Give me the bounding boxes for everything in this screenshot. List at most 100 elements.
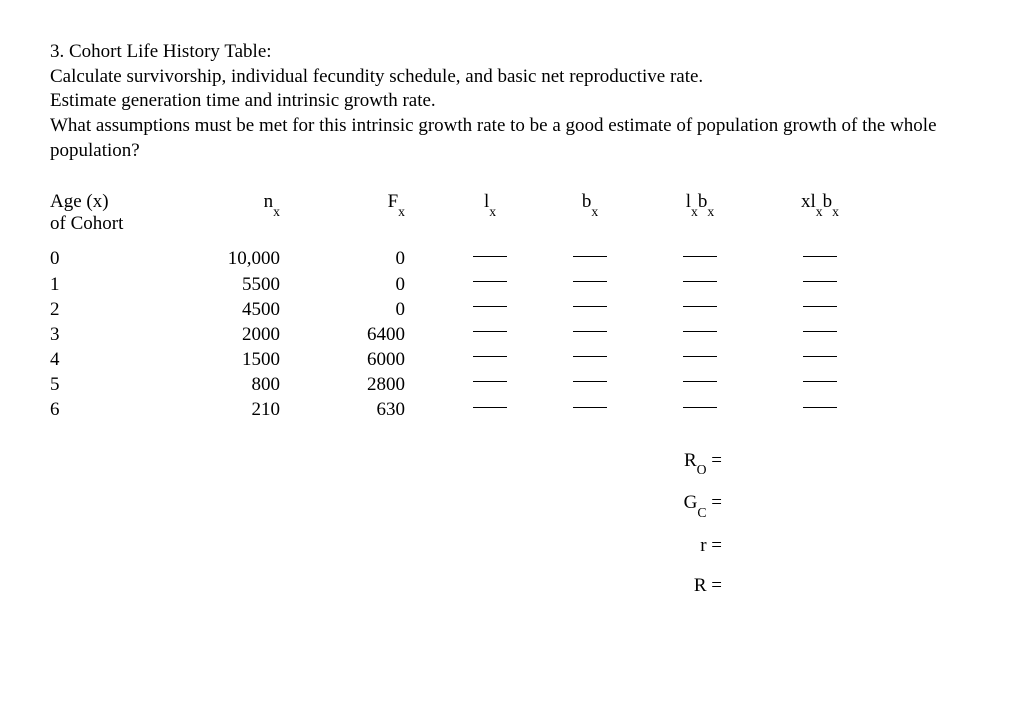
table-cell-lx bbox=[450, 373, 550, 398]
table-cell-xlxbx bbox=[770, 247, 890, 272]
blank-icon bbox=[473, 281, 507, 282]
col-header-lx: lx bbox=[450, 191, 550, 247]
blank-icon bbox=[473, 407, 507, 408]
blank-icon bbox=[573, 306, 607, 307]
question-title: Cohort Life History Table: bbox=[69, 41, 272, 62]
col-header-xlxbx: xlxbx bbox=[770, 191, 890, 247]
hdr-fx-sub: x bbox=[398, 204, 405, 219]
blank-icon bbox=[803, 381, 837, 382]
table-cell-age: 3 bbox=[50, 323, 190, 348]
blank-icon bbox=[683, 281, 717, 282]
table-cell-age: 1 bbox=[50, 273, 190, 298]
blank-icon bbox=[683, 381, 717, 382]
table-cell-lxbx bbox=[650, 323, 770, 348]
table-cell-bx bbox=[550, 398, 650, 423]
col-header-bx: bx bbox=[550, 191, 650, 247]
hdr-bx-sub: x bbox=[591, 204, 598, 219]
table-cell-xlxbx bbox=[770, 373, 890, 398]
table-cell-nx: 5500 bbox=[190, 273, 320, 298]
table-cell-lx bbox=[450, 273, 550, 298]
question-line2: Estimate generation time and intrinsic g… bbox=[50, 90, 436, 111]
eq-sym: = bbox=[711, 492, 722, 513]
hdr-lxbx-bs: x bbox=[707, 204, 714, 219]
hdr-xlxbx-bs: x bbox=[832, 204, 839, 219]
question-line1: Calculate survivorship, individual fecun… bbox=[50, 66, 703, 87]
hdr-nx-sub: x bbox=[273, 204, 280, 219]
table-cell-Fx: 630 bbox=[320, 398, 450, 423]
table-cell-Fx: 0 bbox=[320, 247, 450, 272]
col-header-nx: nx bbox=[190, 191, 320, 247]
table-cell-xlxbx bbox=[770, 298, 890, 323]
blank-icon bbox=[573, 381, 607, 382]
table-cell-bx bbox=[550, 247, 650, 272]
table-cell-Fx: 0 bbox=[320, 298, 450, 323]
gc-sym: G bbox=[684, 492, 698, 513]
eq-sym: = bbox=[711, 535, 722, 556]
blank-icon bbox=[473, 356, 507, 357]
eq-sym: = bbox=[711, 450, 722, 471]
table-cell-age: 5 bbox=[50, 373, 190, 398]
hdr-xlxbx-xls: x bbox=[816, 204, 823, 219]
table-cell-Fx: 6400 bbox=[320, 323, 450, 348]
table-cell-lxbx bbox=[650, 273, 770, 298]
table-cell-xlxbx bbox=[770, 323, 890, 348]
blank-icon bbox=[473, 331, 507, 332]
blank-icon bbox=[573, 281, 607, 282]
table-cell-age: 0 bbox=[50, 247, 190, 272]
blank-icon bbox=[683, 407, 717, 408]
hdr-nx-sym: n bbox=[264, 191, 274, 212]
summary-r: r = bbox=[662, 535, 974, 557]
hdr-xlxbx-b: b bbox=[823, 191, 833, 212]
blank-icon bbox=[683, 356, 717, 357]
blank-icon bbox=[803, 407, 837, 408]
table-cell-age: 2 bbox=[50, 298, 190, 323]
table-cell-nx: 2000 bbox=[190, 323, 320, 348]
table-cell-lxbx bbox=[650, 298, 770, 323]
summary-r0: RO = bbox=[662, 450, 974, 475]
table-cell-bx bbox=[550, 348, 650, 373]
table-cell-xlxbx bbox=[770, 348, 890, 373]
table-cell-bx bbox=[550, 273, 650, 298]
blank-icon bbox=[473, 381, 507, 382]
table-cell-lx bbox=[450, 323, 550, 348]
eq-sym: = bbox=[711, 575, 722, 596]
col-header-age: Age (x) of Cohort bbox=[50, 191, 190, 247]
table-cell-lx bbox=[450, 398, 550, 423]
blank-icon bbox=[803, 281, 837, 282]
hdr-lx-sub: x bbox=[489, 204, 496, 219]
question-line3: What assumptions must be met for this in… bbox=[50, 115, 937, 161]
blank-icon bbox=[683, 256, 717, 257]
blank-icon bbox=[573, 407, 607, 408]
summary-R: R = bbox=[662, 575, 974, 597]
question-block: 3. Cohort Life History Table: Calculate … bbox=[50, 40, 974, 163]
table-cell-bx bbox=[550, 298, 650, 323]
table-cell-Fx: 6000 bbox=[320, 348, 450, 373]
col-header-age-l2: of Cohort bbox=[50, 213, 190, 235]
summary-block: RO = GC = r = R = bbox=[50, 450, 974, 598]
table-cell-lx bbox=[450, 247, 550, 272]
table-cell-lxbx bbox=[650, 398, 770, 423]
summary-gc: GC = bbox=[662, 492, 974, 517]
blank-icon bbox=[683, 331, 717, 332]
hdr-lxbx-ls: x bbox=[691, 204, 698, 219]
table-cell-lx bbox=[450, 298, 550, 323]
life-table: Age (x) of Cohort nx Fx lx bx lxbx xlxbx… bbox=[50, 191, 974, 423]
blank-icon bbox=[573, 356, 607, 357]
table-cell-nx: 800 bbox=[190, 373, 320, 398]
table-cell-lxbx bbox=[650, 247, 770, 272]
table-cell-nx: 1500 bbox=[190, 348, 320, 373]
table-cell-lxbx bbox=[650, 373, 770, 398]
blank-icon bbox=[803, 256, 837, 257]
table-cell-bx bbox=[550, 323, 650, 348]
blank-icon bbox=[573, 256, 607, 257]
table-cell-bx bbox=[550, 373, 650, 398]
table-cell-nx: 210 bbox=[190, 398, 320, 423]
r-sym: r bbox=[700, 535, 706, 556]
table-cell-xlxbx bbox=[770, 273, 890, 298]
r0-sym: R bbox=[684, 450, 697, 471]
table-cell-age: 4 bbox=[50, 348, 190, 373]
gc-sub: C bbox=[697, 505, 706, 520]
question-number: 3. bbox=[50, 41, 64, 62]
bigR-sym: R bbox=[694, 575, 707, 596]
blank-icon bbox=[473, 306, 507, 307]
